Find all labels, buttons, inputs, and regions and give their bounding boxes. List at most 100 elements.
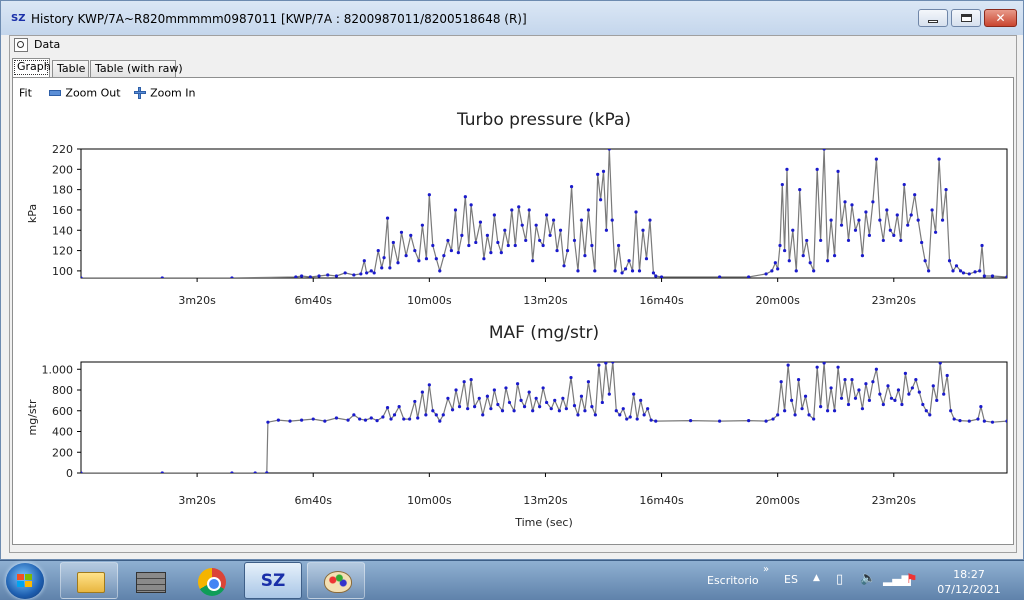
toolbar-chevron-icon[interactable]: » <box>763 564 770 575</box>
taskbar-paint[interactable] <box>307 562 365 599</box>
taskbar-chrome[interactable] <box>182 562 240 599</box>
data-point <box>649 418 653 422</box>
data-point <box>860 407 865 411</box>
paint-icon <box>324 571 352 593</box>
data-point <box>778 243 782 248</box>
maximize-icon <box>961 14 972 22</box>
data-point <box>489 407 493 411</box>
y-tick-label: 200 <box>52 446 73 459</box>
network-icon[interactable]: ▂▄▆ <box>883 572 911 586</box>
desktop-toolbar-label[interactable]: Escritorio <box>707 574 759 587</box>
zoom-in-button[interactable]: Zoom In <box>150 86 196 100</box>
data-point <box>358 417 362 421</box>
data-point <box>644 257 649 261</box>
data-point <box>881 238 885 243</box>
data-point <box>927 269 931 273</box>
data-point <box>902 182 906 187</box>
data-point <box>747 275 751 278</box>
start-button[interactable] <box>6 563 44 599</box>
taskbar-wall-app[interactable] <box>120 562 178 599</box>
data-point <box>420 390 424 394</box>
data-point <box>843 378 847 382</box>
data-point <box>878 218 882 222</box>
data-point <box>832 254 837 258</box>
data-point <box>549 407 553 411</box>
data-point <box>388 266 392 270</box>
data-point <box>538 238 542 243</box>
data-point <box>553 398 557 402</box>
maximize-button[interactable] <box>951 9 981 27</box>
data-point <box>979 405 983 409</box>
data-point <box>773 261 777 265</box>
zoom-out-button[interactable]: Zoom Out <box>65 86 121 100</box>
data-button[interactable]: Data <box>14 38 60 56</box>
data-point <box>853 228 858 232</box>
clock[interactable]: 18:27 07/12/2021 <box>930 567 1008 597</box>
data-point <box>764 419 768 423</box>
tab-table[interactable]: Table <box>52 60 89 77</box>
data-point <box>857 388 861 392</box>
data-point <box>569 375 573 380</box>
series-points <box>81 362 1007 473</box>
data-point <box>453 208 458 212</box>
x-tick-label: 16m40s <box>639 494 684 507</box>
minimize-button[interactable] <box>918 9 948 27</box>
action-center-icon[interactable]: ⚑ <box>906 572 918 587</box>
data-icon <box>14 38 28 52</box>
volume-icon[interactable]: 🔈 <box>860 571 877 586</box>
data-point <box>538 405 542 409</box>
data-point <box>1005 419 1007 423</box>
data-point <box>945 373 949 378</box>
data-point <box>819 238 823 243</box>
data-point <box>463 195 467 199</box>
data-point <box>382 256 386 260</box>
data-point <box>807 413 811 417</box>
zoom-out-icon <box>49 90 62 96</box>
data-point <box>935 398 939 402</box>
data-point <box>812 417 816 421</box>
taskbar-explorer[interactable] <box>60 562 118 599</box>
data-point <box>871 200 875 204</box>
data-point <box>311 417 315 421</box>
language-indicator[interactable]: ES <box>784 573 798 586</box>
title-bar[interactable]: SZ History KWP/7A~R820mmmmm0987011 [KWP/… <box>1 1 1023 35</box>
data-point <box>776 267 780 271</box>
data-point <box>469 378 473 382</box>
data-point <box>431 409 435 413</box>
tab-graph[interactable]: Graph <box>12 58 51 77</box>
data-point <box>839 396 844 400</box>
data-point <box>454 388 458 392</box>
data-point <box>369 416 373 420</box>
data-point <box>381 415 385 419</box>
device-icon[interactable]: ▯ <box>836 572 844 587</box>
x-tick-label: 13m20s <box>523 494 568 507</box>
data-point <box>557 409 561 413</box>
data-point <box>160 276 164 278</box>
show-hidden-icons-icon[interactable]: ▲ <box>813 573 820 583</box>
data-point <box>860 254 865 258</box>
data-point <box>832 409 837 413</box>
data-point <box>917 390 921 394</box>
data-point <box>829 386 833 390</box>
data-point <box>794 269 798 273</box>
data-point <box>893 398 897 402</box>
data-point <box>545 400 549 405</box>
charts-canvas[interactable]: Turbo pressure (kPa) 100 120 140 160 180 200 22… <box>13 78 1013 538</box>
data-point <box>365 271 369 275</box>
data-point <box>427 383 431 387</box>
data-point <box>878 392 882 396</box>
data-point <box>265 471 269 473</box>
data-point <box>618 413 622 417</box>
fit-button[interactable]: Fit <box>19 86 32 100</box>
data-point <box>593 269 597 273</box>
data-point <box>764 272 768 276</box>
close-button[interactable]: ✕ <box>984 9 1017 27</box>
data-point <box>462 380 466 384</box>
data-point <box>431 243 435 248</box>
data-point <box>688 419 693 423</box>
data-point <box>803 394 808 398</box>
data-point <box>651 271 656 275</box>
taskbar-sz-app[interactable]: SZ <box>244 562 302 599</box>
tab-table-with-raw[interactable]: Table (with raw) <box>90 60 183 77</box>
data-point <box>836 169 840 173</box>
